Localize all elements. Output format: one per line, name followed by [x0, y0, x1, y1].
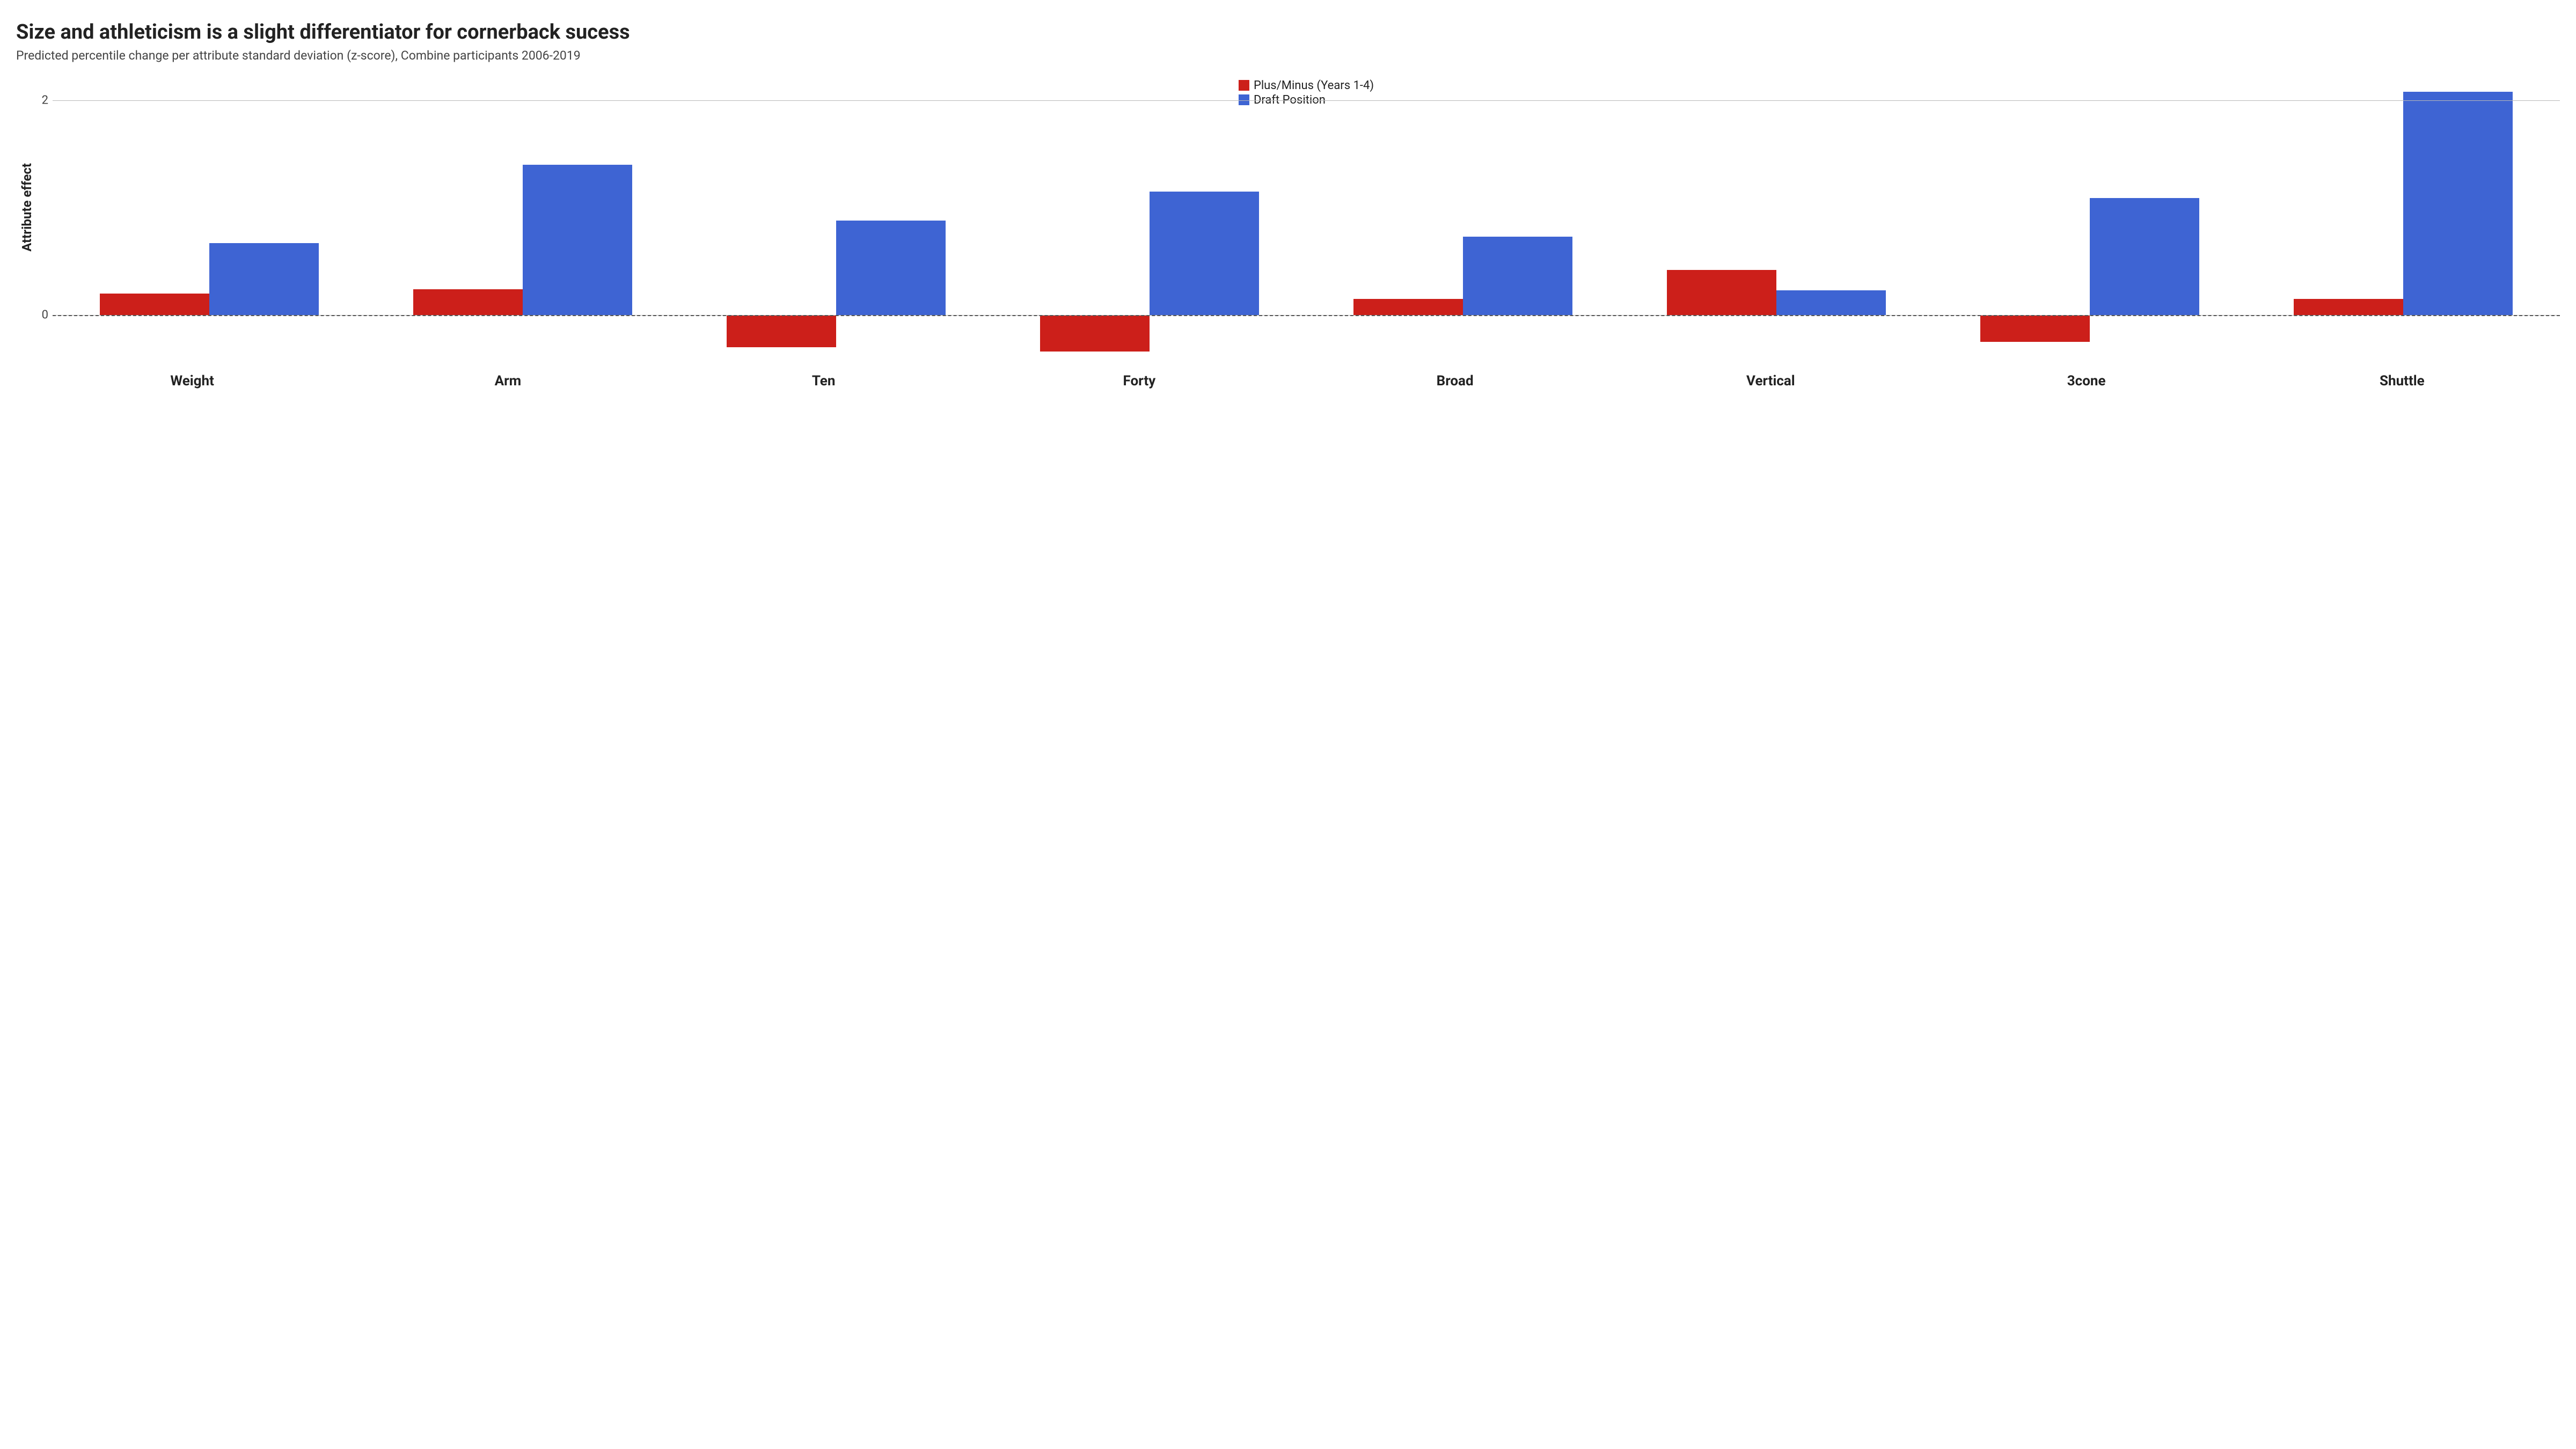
- x-tick-label: Forty: [982, 373, 1297, 389]
- y-tick-label: 2: [42, 93, 48, 107]
- x-tick-label: Broad: [1297, 373, 1613, 389]
- x-tick-label: Arm: [350, 373, 665, 389]
- x-axis-labels: WeightArmTenFortyBroadVertical3coneShutt…: [34, 373, 2560, 389]
- x-tick-label: 3cone: [1929, 373, 2244, 389]
- bar: [1040, 315, 1150, 352]
- y-tick-label: 0: [42, 308, 48, 321]
- chart-title: Size and athleticism is a slight differe…: [16, 21, 2560, 44]
- bar: [2294, 299, 2403, 315]
- category-group: [2246, 79, 2560, 369]
- grid-line: [53, 100, 2560, 101]
- category-group: [1620, 79, 1933, 369]
- chart-subtitle: Predicted percentile change per attribut…: [16, 48, 2560, 63]
- zero-line: [53, 315, 2560, 316]
- category-group: [53, 79, 366, 369]
- bar: [1980, 315, 2090, 342]
- category-group: [1933, 79, 2246, 369]
- bar: [1353, 299, 1463, 315]
- category-group: [993, 79, 1306, 369]
- bar: [1463, 237, 1572, 315]
- chart-area: Attribute effect 02 Plus/Minus (Years 1-…: [16, 79, 2560, 369]
- bar: [2403, 92, 2513, 315]
- x-tick-label: Ten: [666, 373, 982, 389]
- bars-container: [53, 79, 2560, 369]
- x-tick-label: Shuttle: [2244, 373, 2560, 389]
- bar: [727, 315, 836, 347]
- bar: [1150, 192, 1259, 315]
- bar: [836, 221, 946, 315]
- bar: [1667, 270, 1776, 315]
- category-group: [366, 79, 679, 369]
- bar: [100, 294, 209, 315]
- y-axis-label: Attribute effect: [16, 163, 34, 252]
- bar: [413, 289, 523, 315]
- y-axis-ticks: 02: [34, 79, 53, 369]
- x-tick-label: Vertical: [1613, 373, 1928, 389]
- x-tick-label: Weight: [34, 373, 350, 389]
- bar: [209, 243, 319, 315]
- bar: [2090, 198, 2199, 315]
- category-group: [1306, 79, 1620, 369]
- bar: [1776, 290, 1886, 315]
- category-group: [679, 79, 993, 369]
- plot-area: Plus/Minus (Years 1-4)Draft Position: [53, 79, 2560, 369]
- bar: [523, 165, 632, 315]
